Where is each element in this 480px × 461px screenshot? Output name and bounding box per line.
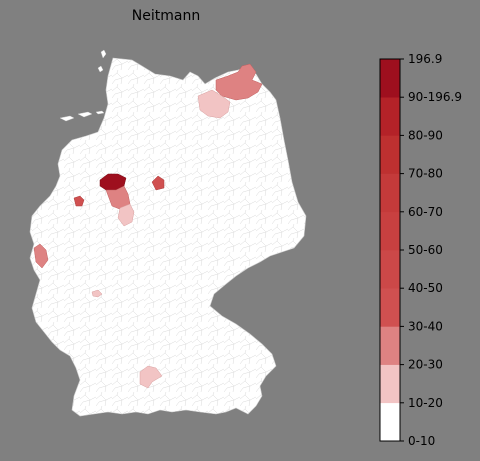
- district-minden: [105, 185, 131, 211]
- legend-tick-label-7: 70-80: [408, 167, 443, 181]
- germany-district-map: [29, 49, 307, 417]
- map-title: Neitmann: [131, 8, 201, 24]
- legend-tick-label-8: 80-90: [408, 128, 443, 142]
- legend-bin-8: [380, 97, 400, 136]
- district-vorpommern-ruegen: [215, 63, 263, 101]
- district-dueren: [33, 243, 49, 269]
- legend-bin-7: [380, 135, 400, 174]
- district-lippe: [117, 203, 135, 227]
- legend-tick-label-4: 40-50: [408, 281, 443, 295]
- legend-bin-3: [380, 288, 400, 327]
- legend-ticks: 0-10 10-20 20-30 30-40 40-50 50-60 60-70 70-80 8…: [400, 52, 462, 448]
- district-helmstedt: [151, 175, 165, 191]
- north-sea-islands: [59, 49, 107, 122]
- district-schwaben: [139, 365, 163, 389]
- legend-bin-0: [380, 402, 400, 442]
- legend-tick-label-6: 60-70: [408, 205, 443, 219]
- legend-tick-label-10: 196.9: [408, 52, 442, 66]
- legend-bin-6: [380, 173, 400, 213]
- legend-tick-label-1: 10-20: [408, 396, 443, 410]
- legend-bin-2: [380, 326, 400, 365]
- legend-bin-5: [380, 211, 400, 251]
- district-rostock: [197, 89, 231, 119]
- legend-tick-label-0: 0-10: [408, 434, 435, 448]
- district-hessen-spot: [91, 289, 103, 298]
- legend-bin-9: [380, 59, 400, 98]
- legend-tick-label-2: 20-30: [408, 358, 443, 372]
- legend-tick-label-3: 30-40: [408, 319, 443, 333]
- legend-bin-4: [380, 250, 400, 289]
- legend-tick-label-5: 50-60: [408, 243, 443, 257]
- legend-color-bins: [380, 59, 400, 442]
- legend-bin-1: [380, 364, 400, 404]
- highlighted-districts: [33, 63, 263, 389]
- district-borken: [73, 195, 85, 207]
- legend-tick-label-9: 90-196.9: [408, 90, 462, 104]
